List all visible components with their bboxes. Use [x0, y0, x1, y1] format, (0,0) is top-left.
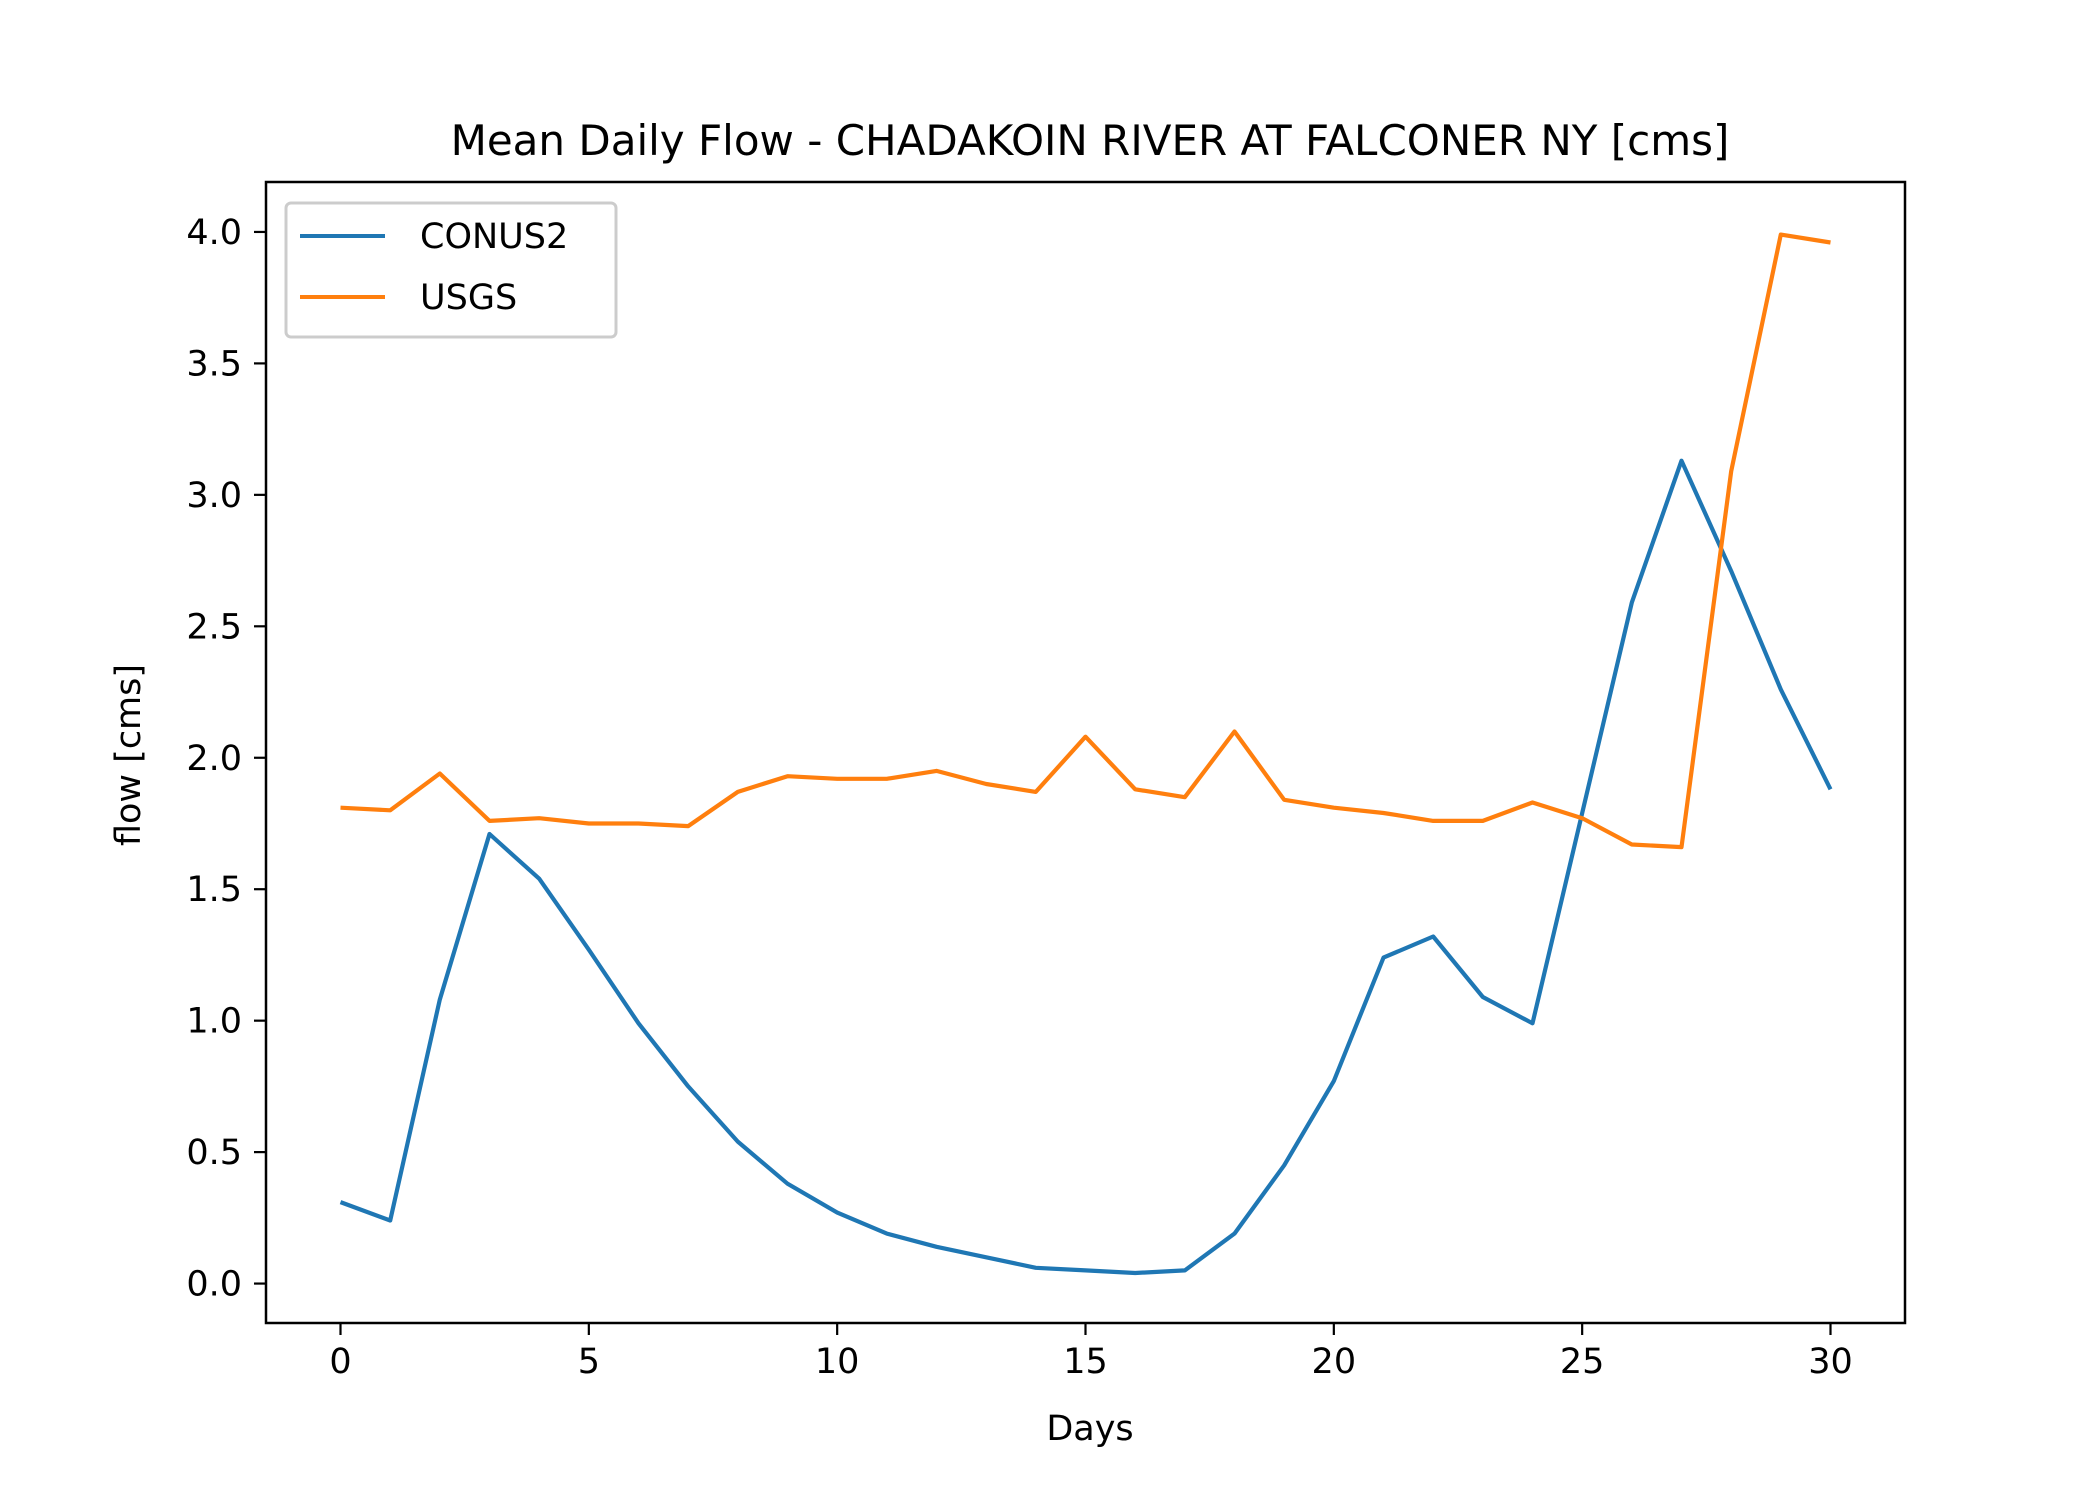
y-tick-label: 4.0	[186, 213, 242, 253]
x-tick-label: 25	[1560, 1342, 1605, 1382]
x-tick-label: 30	[1808, 1342, 1853, 1382]
legend-label-conus2: CONUS2	[420, 217, 568, 257]
legend-label-usgs: USGS	[420, 278, 517, 318]
x-tick-label: 0	[329, 1342, 351, 1382]
y-axis: 0.0 0.5 1.0 1.5 2.0 2.5 3.0 3.5 4.0	[186, 213, 266, 1305]
x-tick-label: 10	[815, 1342, 860, 1382]
x-axis: 0 5 10 15 20 25 30	[329, 1323, 1853, 1382]
y-tick-label: 1.0	[186, 1002, 242, 1042]
y-tick-label: 3.5	[186, 344, 242, 384]
y-tick-label: 0.0	[186, 1265, 242, 1305]
y-tick-label: 0.5	[186, 1133, 242, 1173]
x-axis-title: Days	[1046, 1409, 1133, 1449]
series-line-conus2	[339, 458, 1833, 1276]
x-tick-label: 15	[1063, 1342, 1108, 1382]
chart-title: Mean Daily Flow - CHADAKOIN RIVER AT FAL…	[451, 116, 1730, 165]
x-tick-label: 5	[578, 1342, 600, 1382]
y-axis-title: flow [cms]	[109, 664, 149, 846]
y-tick-label: 2.5	[186, 607, 242, 647]
x-tick-label: 20	[1312, 1342, 1357, 1382]
y-tick-label: 2.0	[186, 739, 242, 779]
y-tick-label: 3.0	[186, 476, 242, 516]
legend: CONUS2 USGS	[284, 201, 618, 339]
y-tick-label: 1.5	[186, 870, 242, 910]
series-line-usgs	[340, 232, 1831, 850]
